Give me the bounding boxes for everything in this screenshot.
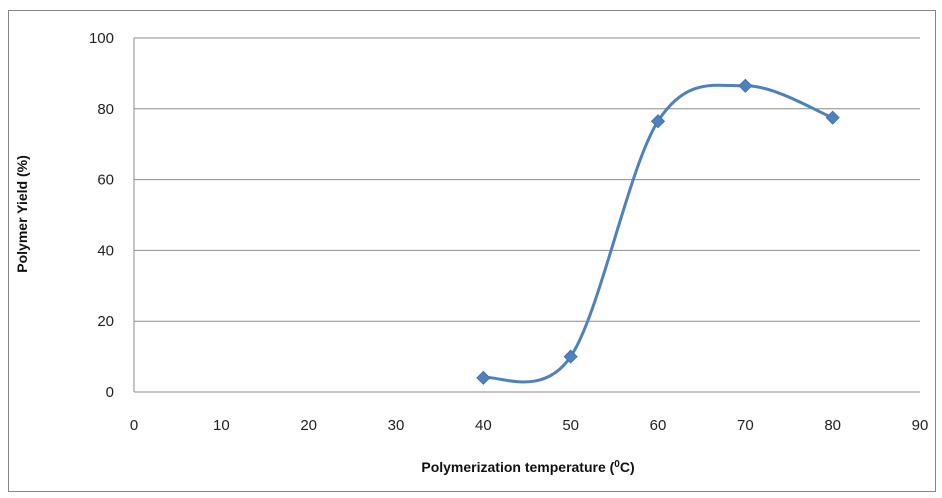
x-tick-label: 40 — [475, 417, 492, 434]
data-point-marker — [825, 110, 840, 125]
x-tick-label: 80 — [824, 417, 841, 434]
y-tick-label: 80 — [97, 101, 114, 118]
data-point-marker — [476, 370, 491, 385]
x-tick-label: 30 — [388, 417, 405, 434]
y-tick-label: 20 — [97, 313, 114, 330]
y-tick-label: 40 — [97, 242, 114, 259]
x-tick-label: 70 — [737, 417, 754, 434]
data-point-marker — [738, 78, 753, 93]
series-line — [482, 83, 834, 384]
chart-area — [8, 10, 936, 492]
y-tick-label: 100 — [89, 30, 114, 47]
x-tick-labels: 0 10 20 30 40 50 60 70 80 90 — [130, 417, 929, 434]
data-point-marker — [650, 114, 666, 129]
x-axis-title: Polymerization temperature (0C) — [421, 459, 634, 476]
x-tick-label: 0 — [130, 417, 138, 434]
y-tick-label: 60 — [97, 172, 114, 189]
gridlines — [133, 37, 920, 393]
y-tick-labels: 0 20 40 60 80 100 — [89, 30, 114, 401]
x-tick-label: 60 — [650, 417, 667, 434]
x-tick-label: 10 — [213, 417, 230, 434]
x-tick-label: 50 — [562, 417, 579, 434]
x-tick-label: 20 — [300, 417, 317, 434]
data-markers — [476, 78, 840, 385]
y-axis-title: Polymer Yield (%) — [14, 155, 30, 272]
y-tick-label: 0 — [106, 384, 114, 401]
data-point-marker — [563, 349, 578, 364]
x-tick-label: 90 — [912, 417, 929, 434]
